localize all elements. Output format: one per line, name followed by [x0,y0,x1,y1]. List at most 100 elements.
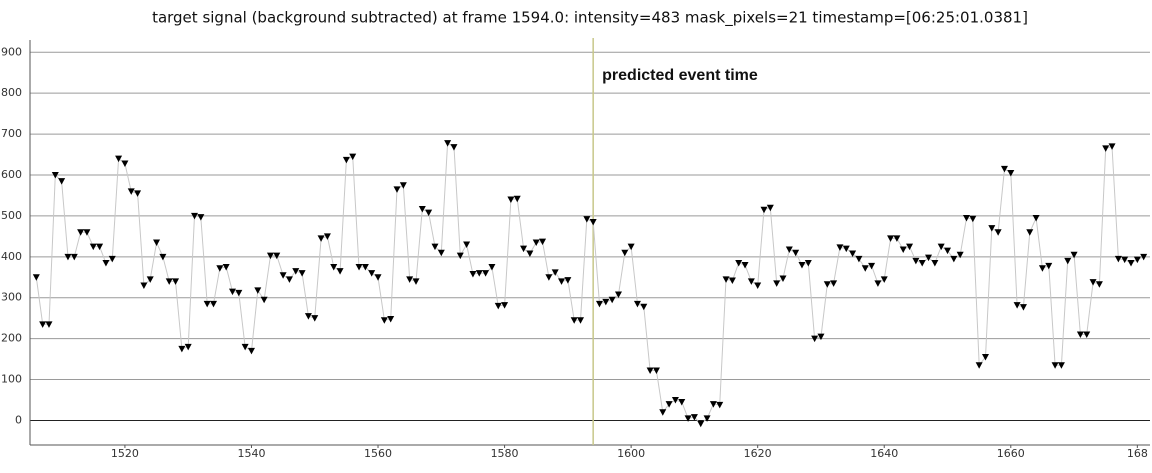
marker [912,257,920,265]
chart-title: target signal (background subtracted) at… [152,9,1028,28]
marker [1121,256,1129,264]
marker [437,249,445,257]
marker [545,274,553,281]
marker [785,246,793,253]
marker [773,280,781,287]
marker [298,270,306,277]
marker [684,415,692,422]
marker [64,253,72,261]
marker [115,155,123,163]
marker [741,262,749,269]
y-tick-label: 600 [1,168,22,181]
marker [1026,229,1034,236]
y-tick-label: 200 [1,332,22,345]
marker [32,274,40,281]
marker [792,249,800,257]
marker [823,281,831,288]
marker [1133,256,1141,264]
marker [292,268,300,275]
marker [361,264,369,271]
marker [431,243,439,251]
marker [703,415,711,422]
marker [412,278,420,285]
marker [760,206,768,214]
marker [861,265,869,272]
x-tick-label: 1660 [997,447,1025,460]
marker [368,270,376,277]
marker [728,277,736,285]
marker [994,229,1002,236]
marker [349,153,357,161]
marker [690,414,698,421]
marker [77,229,85,236]
marker [134,190,142,197]
marker [709,401,717,408]
marker [450,144,458,151]
marker [918,259,926,267]
marker [216,265,224,272]
marker [488,264,496,271]
marker [406,276,414,283]
marker [456,252,464,260]
marker [1019,304,1027,311]
marker [45,321,53,328]
marker [127,188,135,195]
marker [254,287,262,294]
y-tick-label: 300 [1,291,22,304]
marker [96,243,104,251]
marker [716,401,724,409]
marker [1064,257,1072,265]
marker [330,264,338,271]
marker [260,296,268,304]
marker [494,302,502,310]
marker [1089,279,1097,286]
marker [210,300,218,308]
marker [1114,255,1122,263]
marker [393,186,401,193]
x-tick-label: 1620 [744,447,772,460]
marker [39,321,47,328]
marker [975,362,983,369]
marker [1000,165,1008,173]
marker [855,255,863,263]
marker [1038,265,1046,272]
marker [1127,259,1135,267]
marker [836,244,844,251]
marker [577,317,585,324]
marker [868,262,876,270]
marker [507,196,515,204]
marker [893,235,901,242]
marker [969,215,977,223]
x-tick-label: 168 [1127,447,1148,460]
y-tick-label: 900 [1,45,22,58]
marker [633,300,641,308]
marker [374,274,382,281]
marker [988,225,996,232]
marker [646,367,654,375]
y-tick-label: 100 [1,373,22,386]
marker [678,399,686,406]
marker [906,243,914,251]
marker [203,300,211,308]
marker [425,209,433,217]
marker [418,205,426,213]
marker [235,289,243,297]
marker [241,343,249,351]
marker [925,254,933,262]
marker [399,182,407,189]
marker [981,354,989,361]
marker [880,276,888,283]
marker [266,252,274,260]
marker [804,259,812,267]
marker [102,259,110,267]
series-line [35,142,1144,425]
marker [722,276,730,283]
marker [640,303,648,311]
marker [735,259,743,267]
marker [627,243,635,251]
marker [1076,331,1084,339]
marker [513,195,521,203]
marker [798,262,806,269]
x-tick-label: 1640 [870,447,898,460]
